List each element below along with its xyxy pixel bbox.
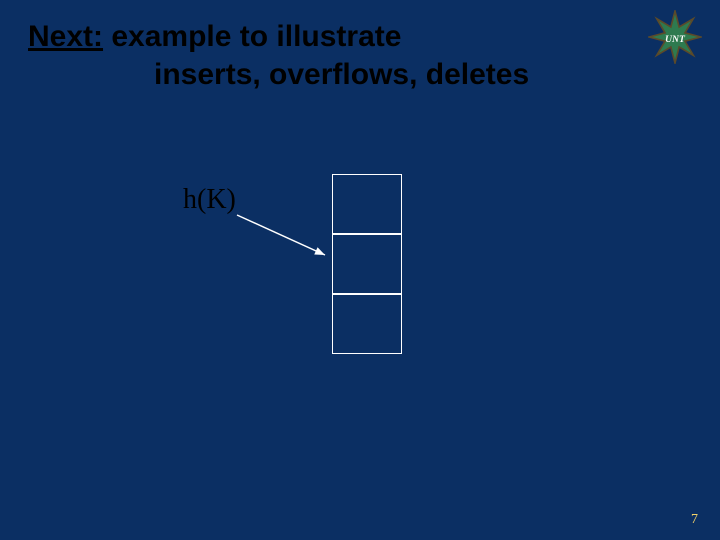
- hash-function-label: h(K): [183, 184, 236, 216]
- title-line1-underlined: Next:: [28, 20, 103, 53]
- title-line2: inserts, overflows, deletes: [154, 58, 529, 91]
- hash-bucket-cell: [332, 234, 402, 294]
- page-number: 7: [691, 512, 698, 528]
- unt-logo: UNT: [648, 10, 702, 64]
- hash-bucket-cell: [332, 294, 402, 354]
- slide-root: Next: example to illustrate inserts, ove…: [0, 0, 720, 540]
- hash-bucket-cell: [332, 174, 402, 234]
- slide-title: Next: example to illustrate inserts, ove…: [28, 18, 529, 93]
- title-line1-rest: example to illustrate: [103, 20, 401, 53]
- svg-text:UNT: UNT: [665, 34, 686, 45]
